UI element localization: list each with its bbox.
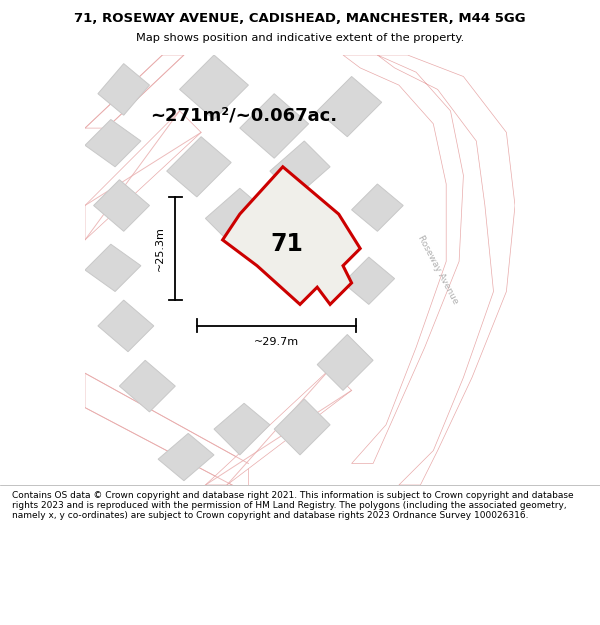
Polygon shape: [317, 334, 373, 391]
Polygon shape: [85, 373, 248, 494]
Polygon shape: [317, 76, 382, 137]
Polygon shape: [85, 55, 184, 128]
Polygon shape: [352, 184, 403, 231]
Polygon shape: [85, 119, 141, 167]
Polygon shape: [205, 188, 270, 249]
Polygon shape: [179, 55, 248, 119]
Polygon shape: [240, 94, 308, 158]
Polygon shape: [98, 300, 154, 352]
Polygon shape: [85, 111, 201, 240]
Text: ~25.3m: ~25.3m: [155, 226, 164, 271]
Polygon shape: [158, 433, 214, 481]
Text: ~29.7m: ~29.7m: [254, 337, 299, 347]
Polygon shape: [343, 55, 515, 485]
Polygon shape: [343, 257, 395, 304]
Text: Contains OS data © Crown copyright and database right 2021. This information is : Contains OS data © Crown copyright and d…: [12, 491, 574, 521]
Polygon shape: [119, 360, 175, 412]
Polygon shape: [223, 167, 360, 304]
Text: Roseway Avenue: Roseway Avenue: [416, 234, 460, 306]
Polygon shape: [270, 141, 330, 197]
Text: 71: 71: [271, 232, 304, 256]
Polygon shape: [85, 244, 141, 291]
Polygon shape: [274, 399, 330, 455]
Text: Map shows position and indicative extent of the property.: Map shows position and indicative extent…: [136, 33, 464, 43]
Polygon shape: [205, 369, 352, 485]
Text: ~271m²/~0.067ac.: ~271m²/~0.067ac.: [151, 106, 338, 124]
Polygon shape: [167, 137, 231, 197]
Polygon shape: [94, 180, 149, 231]
Polygon shape: [98, 64, 149, 115]
Polygon shape: [214, 403, 270, 455]
Text: 71, ROSEWAY AVENUE, CADISHEAD, MANCHESTER, M44 5GG: 71, ROSEWAY AVENUE, CADISHEAD, MANCHESTE…: [74, 12, 526, 25]
